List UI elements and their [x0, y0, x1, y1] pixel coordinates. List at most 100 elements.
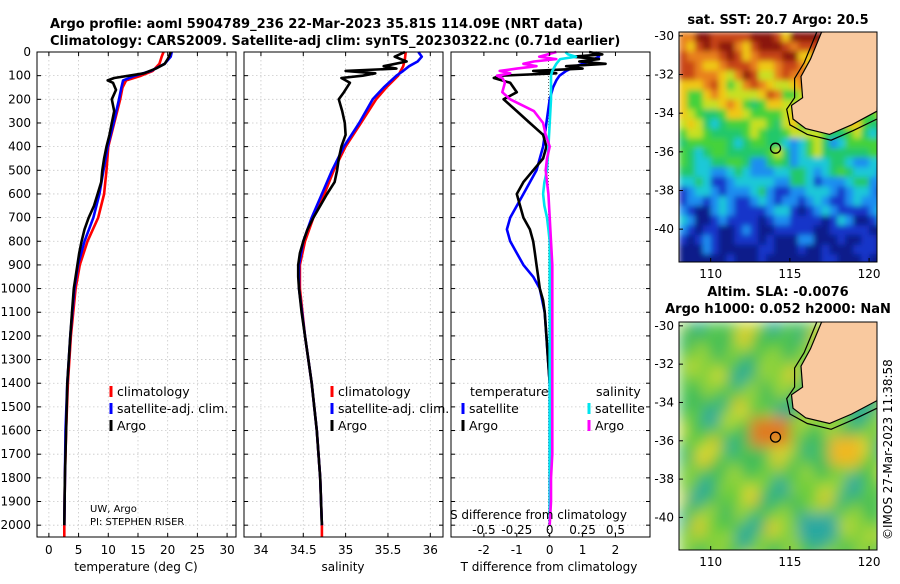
map-cell	[877, 158, 886, 168]
map-cell	[774, 51, 783, 62]
map-cell	[845, 417, 854, 428]
map-cell	[766, 119, 775, 130]
map-cell	[686, 369, 696, 381]
map-cell	[853, 523, 862, 534]
map-cell	[694, 427, 704, 438]
map-cell	[702, 41, 712, 52]
map-cell	[726, 369, 735, 381]
map-cell	[686, 32, 696, 43]
map-cell	[797, 532, 807, 543]
map-cell	[877, 119, 886, 129]
map-cell	[805, 456, 815, 467]
map-cell	[679, 484, 688, 496]
map-cell	[710, 513, 720, 524]
map-cell	[702, 32, 712, 43]
map-cell	[813, 138, 823, 149]
s-difference-ticks: -0.5 -0.25 0 0.25 0.5	[472, 523, 625, 537]
map-cell	[837, 504, 846, 515]
map-cell	[742, 532, 751, 543]
map-cell	[837, 542, 846, 550]
map-cell	[686, 456, 696, 467]
map-cell	[805, 504, 815, 515]
map-cell	[686, 186, 696, 197]
map-cell	[710, 70, 720, 81]
map-cell	[805, 542, 815, 550]
map-cell	[789, 475, 799, 486]
map-cell	[734, 109, 743, 120]
map-cell	[742, 369, 751, 381]
map-cell	[774, 494, 783, 505]
map-cell	[679, 128, 688, 139]
temperature-legend: climatology satellite-adj. clim. Argo	[109, 384, 228, 433]
map-cell	[774, 244, 783, 255]
map-cell	[734, 341, 743, 352]
temperature-xlabel: temperature (deg C)	[74, 560, 197, 574]
map-cell	[789, 360, 799, 371]
map-cell	[710, 437, 720, 448]
map-cell	[694, 322, 704, 333]
map-cell	[742, 542, 751, 550]
sla-map-title: Altim. SLA: -0.0076	[707, 285, 848, 300]
map-cell	[686, 437, 696, 448]
map-cell	[758, 552, 767, 562]
map-cell	[821, 532, 831, 543]
map-cell	[742, 80, 751, 91]
map-cell	[830, 264, 839, 274]
map-cell	[750, 61, 759, 72]
map-cell	[845, 523, 854, 534]
map-cell	[766, 99, 775, 110]
map-cell	[782, 99, 791, 110]
map-cell	[774, 41, 783, 52]
map-cell	[718, 254, 728, 262]
map-cell	[861, 244, 870, 255]
map-cell	[813, 446, 823, 457]
map-cell	[766, 196, 775, 207]
salinity-x-axis: 34 34.5 35 35.5 36	[253, 52, 438, 557]
map-cell	[869, 234, 877, 246]
map-cell	[774, 70, 783, 81]
map-cell	[845, 542, 854, 550]
map-cell	[813, 417, 823, 428]
map-cell	[758, 523, 767, 534]
map-cell	[686, 215, 696, 226]
map-cell	[679, 80, 688, 91]
map-cell	[718, 99, 728, 110]
map-cell	[758, 186, 767, 197]
map-cell	[718, 167, 728, 178]
map-cell	[686, 234, 696, 246]
map-cell	[853, 504, 862, 515]
map-cell	[686, 446, 696, 457]
map-cell	[742, 186, 751, 197]
map-cell	[679, 494, 688, 505]
map-cell	[742, 379, 751, 390]
map-cell	[758, 484, 767, 496]
depth-tick-label: 1400	[0, 376, 31, 390]
map-cell	[877, 177, 886, 187]
map-cell	[877, 196, 886, 206]
map-cell	[679, 456, 688, 467]
depth-tick-label: 2000	[0, 518, 31, 532]
temperature-profiles	[63, 51, 174, 537]
depth-tick-label: 700	[8, 211, 31, 225]
map-cell	[702, 244, 712, 255]
map-cell	[686, 484, 696, 496]
map-cell	[814, 552, 823, 562]
map-cell	[774, 177, 783, 188]
map-cell	[853, 215, 862, 226]
map-cell	[718, 205, 728, 217]
map-cell	[861, 446, 870, 457]
map-cell	[742, 504, 751, 515]
map-cell	[821, 225, 831, 236]
map-cell	[774, 513, 783, 524]
map-cell	[734, 51, 743, 62]
map-cell	[782, 109, 791, 120]
map-cell	[686, 244, 696, 255]
map-cell	[718, 244, 728, 255]
map-cell	[694, 542, 704, 550]
map-cell	[869, 148, 877, 159]
map-cell	[758, 215, 767, 226]
map-cell	[789, 350, 799, 361]
map-cell	[821, 148, 831, 159]
t-difference-x-axis: -2 -1 0 1 2	[478, 52, 619, 557]
